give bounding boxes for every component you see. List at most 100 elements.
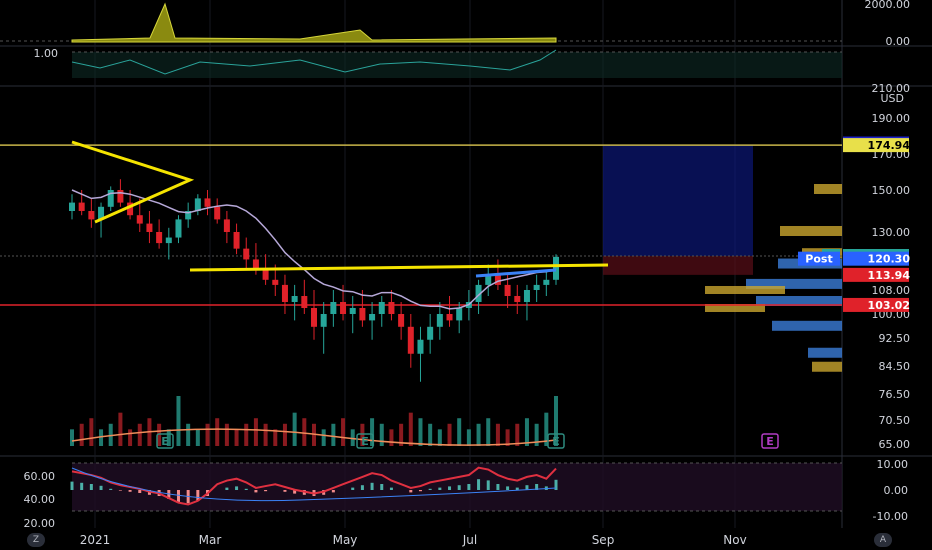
volume-bar [515,423,520,446]
price-tick-label: 190.00 [872,112,911,125]
oscillator-histogram-bar [331,490,335,493]
volume-bar [505,429,510,446]
volume-bar [205,423,210,446]
bottom-pane-right-tick: 10.00 [877,458,909,471]
volume-profile-bar [812,361,842,372]
price-tick-label: 130.00 [872,226,911,239]
volume-bar [486,418,491,446]
candle-body [146,223,153,232]
earnings-marker [761,433,779,449]
candle-body [330,302,337,314]
candle-body [494,274,501,285]
volume-bar [99,429,104,446]
auto-scale-button[interactable]: A [874,533,892,547]
volume-bar [389,429,394,446]
price-badge-value: 113.94 [868,269,911,282]
date-axis-label: Mar [199,533,222,547]
volume-bar [418,418,423,446]
volume-profile-bar [780,226,842,236]
candle-body [88,211,95,220]
date-axis-label: Sep [592,533,615,547]
candle-body [107,190,114,207]
volume-bar [273,429,278,446]
volume-bar [466,429,471,446]
candle-body [252,259,259,270]
volume-bar [370,418,375,446]
candle-body [204,198,211,207]
oscillator-histogram-bar [283,490,287,492]
candle-body [407,326,414,354]
price-tick-label: 150.00 [872,184,911,197]
candle-body [504,284,511,296]
oscillator-histogram-bar [264,490,268,492]
candle-body [69,202,75,211]
zoom-button[interactable]: Z [27,533,45,547]
oscillator-histogram-bar [244,488,248,490]
volume-bar [350,429,355,446]
top-pane-tick: 0.00 [886,35,911,48]
volume-bar [176,396,181,446]
volume-bar [157,423,162,446]
candle-body [243,248,250,260]
oscillator-histogram-bar [467,484,471,490]
price-tick-label: 84.50 [879,360,911,373]
volume-bar [399,423,404,446]
candle-body [156,232,163,244]
candle-body [349,308,356,314]
volume-bar [524,418,529,446]
candle-body [553,256,559,280]
volume-bar [244,423,249,446]
volume-bar [534,423,539,446]
volume-profile-bar [814,184,842,194]
oscillator-histogram-bar [118,490,122,491]
oscillator-histogram-bar [167,490,171,499]
candle-body [359,308,366,321]
earnings-marker [156,433,174,449]
oscillator-histogram-bar [80,482,84,490]
volume-bar [437,429,442,446]
candle-body [281,284,288,302]
earnings-marker-label: E [552,435,560,448]
candle-body [223,219,230,232]
top-pane-series [71,2,557,43]
candle-body [388,302,395,314]
candle-body [523,290,530,302]
bottom-pane-left-tick: 40.00 [24,493,56,506]
price-badge [843,251,909,266]
price-badge-tag [798,251,840,266]
candle-body [117,190,124,203]
candle-body [214,206,221,220]
volume-bar [263,423,268,446]
oscillator-histogram-bar [370,482,374,490]
oscillator-histogram-bar [254,490,258,493]
oscillator-histogram-bar [351,487,355,490]
candle-body [194,198,201,211]
candle-body [417,339,424,354]
candle-body [436,314,443,327]
oscillator-histogram-bar [360,485,364,490]
candle-body [311,308,317,327]
candle-body [262,269,269,280]
price-badge [843,267,909,282]
candle-body [136,215,143,224]
bottom-pane-right-tick: 0.00 [884,484,909,497]
volume-bar [321,429,326,446]
oscillator-histogram-bar [477,479,481,490]
candle-body [78,202,85,211]
oscillator-line [71,466,557,506]
currency-label: USD [880,92,904,105]
oscillator-histogram-bar [438,487,442,490]
moving-average-line [71,189,557,310]
date-axis-label: Jul [462,533,477,547]
price-tick-label: 108.00 [872,284,911,297]
oscillator-histogram-bar [428,488,432,490]
price-tick-label: 92.50 [879,332,911,345]
bottom-pane-right-tick: -10.00 [873,510,908,523]
candle-body [291,296,298,302]
candle-body [185,211,192,220]
candle-body [485,274,492,285]
volume-ma-line [71,428,557,446]
oscillator-histogram-bar [109,488,113,490]
volume-bar [215,418,220,446]
